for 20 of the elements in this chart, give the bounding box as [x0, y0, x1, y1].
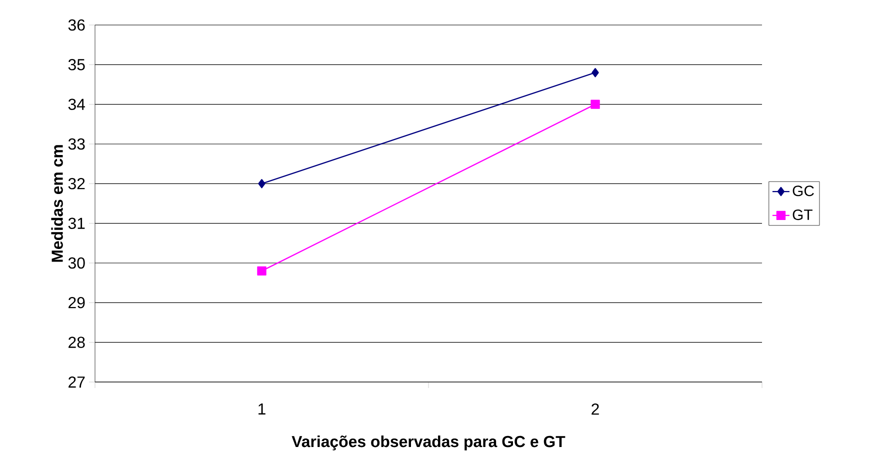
legend-label: GT	[792, 209, 812, 220]
y-tick-label: 27	[68, 376, 85, 388]
point	[257, 266, 266, 276]
y-tick-label: 33	[68, 138, 85, 150]
y-tick-label: 31	[68, 218, 85, 229]
y-tick-label: 30	[68, 257, 85, 269]
point	[258, 179, 266, 188]
y-axis-title: Medidas em cm	[51, 145, 63, 262]
y-tick-label: 28	[68, 336, 85, 348]
x-tick-label: 1	[258, 404, 266, 414]
y-tick-label: 36	[68, 19, 85, 31]
y-tick-label: 34	[68, 98, 86, 110]
x-axis-title: Variações observadas para GC e GT	[292, 435, 566, 450]
point	[590, 100, 600, 109]
y-tick-label: 35	[68, 59, 85, 70]
point	[592, 68, 599, 78]
x-tick-label: 2	[592, 404, 599, 415]
y-tick-label: 32	[68, 178, 85, 190]
y-tick-label: 29	[68, 297, 85, 308]
legend-label: GC	[792, 186, 814, 196]
